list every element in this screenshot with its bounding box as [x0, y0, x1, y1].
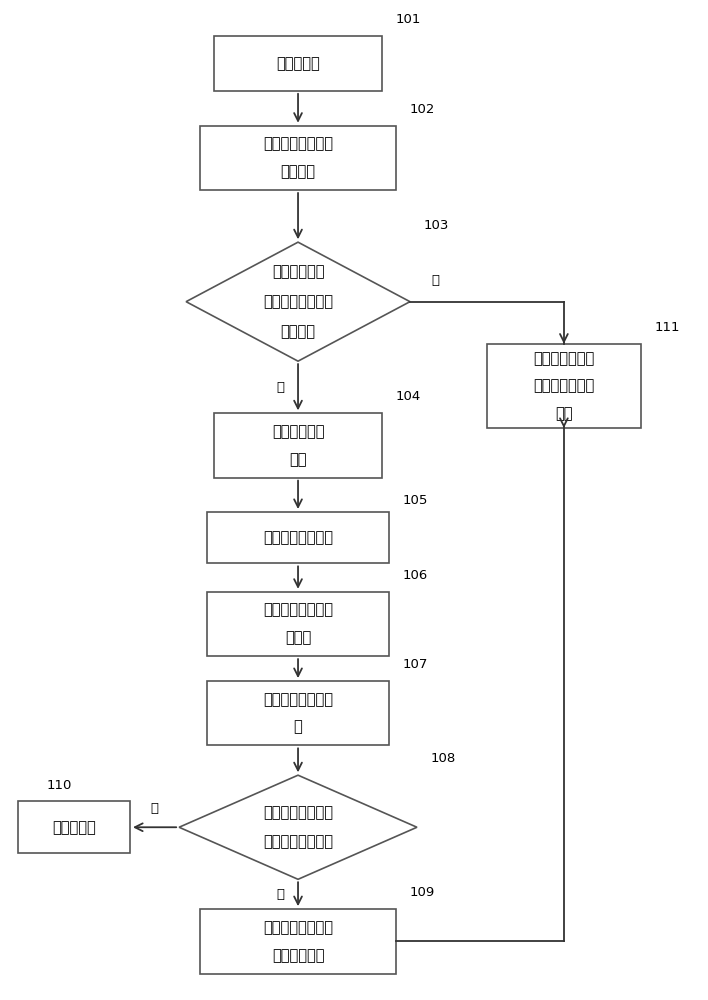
Text: 104: 104	[396, 390, 421, 403]
Text: 中，更新列表: 中，更新列表	[272, 948, 324, 963]
Text: 101: 101	[396, 13, 421, 26]
Text: 105: 105	[403, 494, 428, 507]
Text: 102: 102	[410, 103, 435, 116]
Text: 103: 103	[424, 219, 450, 232]
Text: 不存储电台: 不存储电台	[52, 820, 96, 835]
Bar	[200, 126, 396, 190]
Text: 根据用户输入指: 根据用户输入指	[533, 351, 595, 366]
Bar	[207, 512, 389, 563]
Text: 电台信号强度是否: 电台信号强度是否	[263, 805, 333, 820]
Text: 获取所在城市的电: 获取所在城市的电	[263, 603, 333, 618]
Bar	[214, 413, 382, 478]
Polygon shape	[186, 242, 410, 361]
Text: 108: 108	[431, 752, 456, 765]
Text: 110: 110	[46, 779, 72, 792]
Text: 度: 度	[294, 720, 302, 735]
Text: 从当前列表中获取: 从当前列表中获取	[263, 136, 333, 151]
Text: 台信息: 台信息	[285, 630, 311, 645]
Bar	[214, 36, 382, 91]
Text: 107: 107	[403, 658, 428, 671]
Text: 否: 否	[276, 381, 284, 394]
Bar	[18, 801, 130, 853]
Bar	[207, 681, 389, 745]
Text: 打开收音机: 打开收音机	[276, 56, 320, 71]
Text: 信号: 信号	[555, 406, 573, 421]
Text: 是: 是	[431, 274, 439, 287]
Text: 提取电台的信号强: 提取电台的信号强	[263, 692, 333, 707]
Text: 111: 111	[655, 321, 680, 334]
Text: 强度阈值: 强度阈值	[280, 324, 316, 339]
Text: 电台信息: 电台信息	[280, 164, 316, 179]
Text: 满足信号强度阈值: 满足信号强度阈值	[263, 835, 333, 850]
Text: 列表中的电台: 列表中的电台	[272, 264, 324, 279]
Bar	[207, 592, 389, 656]
Text: 功能: 功能	[290, 452, 307, 467]
Bar	[487, 344, 641, 428]
Text: 定位手机所在城市: 定位手机所在城市	[263, 530, 333, 545]
Text: 是否全部满足信号: 是否全部满足信号	[263, 294, 333, 309]
Text: 把电台存储到列表: 把电台存储到列表	[263, 920, 333, 935]
Text: 令输出指定电台: 令输出指定电台	[533, 378, 595, 393]
Polygon shape	[179, 775, 417, 879]
Text: 106: 106	[403, 569, 428, 582]
Text: 开启更新列表: 开启更新列表	[272, 424, 324, 439]
Text: 否: 否	[151, 802, 159, 815]
Bar	[200, 909, 396, 974]
Text: 是: 是	[276, 888, 284, 901]
Text: 109: 109	[410, 886, 435, 899]
